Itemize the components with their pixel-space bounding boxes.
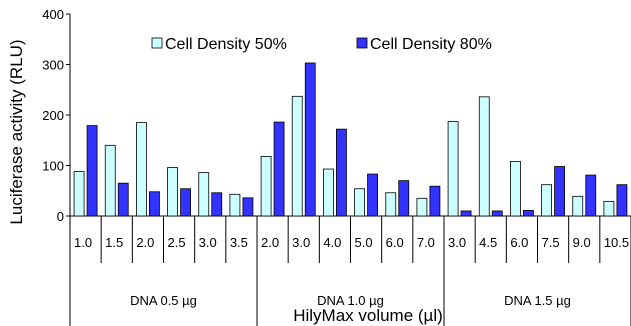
- x-axis-title: HilyMax volume (µl): [293, 306, 443, 325]
- bar-density-50: [73, 171, 85, 217]
- x-category-label: 3.0: [448, 235, 466, 250]
- legend: Cell Density 50% Cell Density 80%: [151, 36, 492, 53]
- bar-density-80: [491, 210, 503, 217]
- x-category-label: 2.0: [261, 235, 279, 250]
- bar-density-80: [616, 184, 628, 217]
- bar-density-80: [523, 210, 534, 217]
- bar-density-80: [242, 197, 254, 217]
- y-axis-ticks: 0 100 200 300 400: [42, 7, 70, 224]
- legend-swatch-density-50: [151, 37, 163, 49]
- bar-density-80: [585, 174, 597, 217]
- bar-density-50: [136, 122, 147, 217]
- bar-density-50: [416, 197, 428, 217]
- x-category-label: 4.0: [323, 235, 341, 250]
- bar-density-80: [86, 125, 98, 217]
- bar-density-50: [572, 195, 584, 217]
- x-category-label: 1.5: [105, 235, 123, 250]
- bar-density-80: [429, 185, 441, 217]
- x-category-label: 4.5: [479, 235, 497, 250]
- bar-density-50: [198, 172, 210, 217]
- bar-density-50: [167, 167, 178, 217]
- legend-label-density-80: Cell Density 80%: [370, 36, 492, 53]
- bar-density-80: [211, 192, 223, 217]
- x-category-label: 3.5: [230, 235, 248, 250]
- bar-density-80: [117, 182, 129, 217]
- bars: [73, 62, 628, 217]
- x-group-label: DNA 1.5 µg: [504, 293, 571, 308]
- x-category-label: 7.5: [542, 235, 560, 250]
- bar-density-50: [603, 200, 615, 217]
- bar-density-50: [354, 188, 365, 217]
- x-axis-categories: 1.0 1.5 2.0 2.5 3.0 3.5 2.0 3.0 4.0 5.0 6.0 7.0 3.0 4…: [69, 216, 631, 326]
- y-tick-label: 100: [42, 159, 64, 174]
- x-category-label: 1.0: [74, 235, 92, 250]
- bar-density-80: [554, 166, 565, 217]
- x-category-label: 2.0: [136, 235, 154, 250]
- legend-label-density-50: Cell Density 50%: [165, 36, 287, 53]
- bar-density-50: [510, 161, 521, 217]
- bar-density-80: [273, 121, 285, 217]
- x-group-label: DNA 0.5 µg: [130, 293, 197, 308]
- bar-density-50: [104, 144, 116, 217]
- bar-density-80: [180, 188, 191, 217]
- bar-density-50: [385, 192, 397, 217]
- bar-density-80: [398, 180, 410, 217]
- x-category-label: 9.0: [573, 235, 591, 250]
- x-category-label: 10.5: [604, 235, 629, 250]
- legend-swatch-density-80: [356, 37, 368, 49]
- y-tick-label: 400: [42, 7, 64, 22]
- bar-density-50: [447, 121, 459, 217]
- bar-density-50: [291, 95, 303, 217]
- x-category-label: 3.0: [199, 235, 217, 250]
- bar-density-80: [367, 173, 378, 217]
- bar-density-50: [478, 96, 490, 217]
- bar-density-80: [149, 191, 160, 217]
- bar-density-80: [336, 128, 347, 217]
- bar-density-50: [323, 168, 334, 217]
- x-category-label: 2.5: [168, 235, 186, 250]
- x-category-label: 3.0: [292, 235, 310, 250]
- y-axis-title: Luciferase activity (RLU): [7, 39, 26, 224]
- x-category-label: 5.0: [355, 235, 373, 250]
- y-tick-label: 200: [42, 108, 64, 123]
- x-category-label: 7.0: [417, 235, 435, 250]
- bar-density-50: [229, 193, 241, 217]
- y-tick-label: 0: [57, 209, 64, 224]
- x-group-label: DNA 1.0 µg: [317, 293, 384, 308]
- bar-density-80: [304, 62, 316, 217]
- y-tick-label: 300: [42, 58, 64, 73]
- bar-density-80: [460, 210, 472, 217]
- bar-density-50: [260, 156, 272, 217]
- x-category-label: 6.0: [510, 235, 528, 250]
- x-category-label: 6.0: [386, 235, 404, 250]
- bar-density-50: [541, 184, 552, 217]
